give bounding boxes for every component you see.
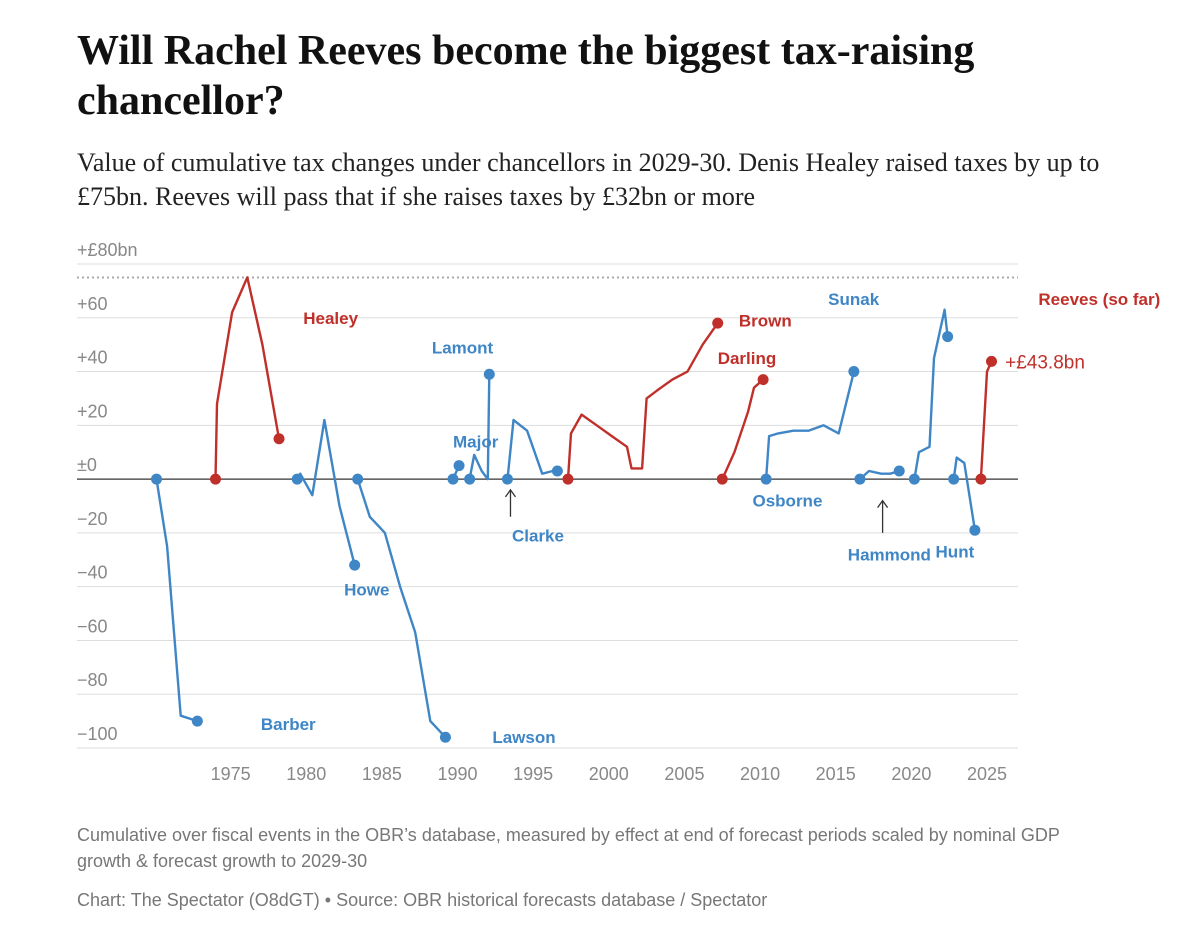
series-label: Hammond <box>848 545 931 564</box>
series-end-point <box>551 465 563 477</box>
series-line <box>214 276 281 480</box>
y-tick-label: +£80bn <box>77 240 138 260</box>
series-start-point <box>854 473 866 485</box>
series-label: Clarke <box>512 527 564 546</box>
line-chart: +£80bn +60 +40 +20 ±0 −20 −40 −60 −80 −100 1975 198… <box>77 240 1160 784</box>
series-line <box>952 456 977 531</box>
series-start-point <box>716 473 728 485</box>
series-end-point <box>712 317 724 329</box>
series-line <box>566 322 719 480</box>
series-start-point <box>447 473 459 485</box>
credit-chart: Chart: The Spectator (O8dGT) <box>77 890 320 910</box>
series-end-point <box>848 366 860 378</box>
annotation-arrowhead <box>504 488 517 498</box>
y-tick-label: ±0 <box>77 455 97 475</box>
series-end-point <box>439 731 451 743</box>
series-label: Lamont <box>432 338 494 357</box>
series-line <box>913 308 949 480</box>
credit-separator: • <box>319 890 337 910</box>
series-end-point <box>349 559 361 571</box>
series-line <box>979 360 993 480</box>
y-tick-label: +60 <box>77 294 108 314</box>
series-start-point <box>210 473 222 485</box>
series-label: Major <box>453 432 499 451</box>
series-start-point <box>948 473 960 485</box>
series-label: Healey <box>303 309 358 328</box>
y-tick-label: −100 <box>77 724 118 744</box>
chart-note: Cumulative over fiscal events in the OBR… <box>77 825 1060 871</box>
credit-source: Source: OBR historical forecasts databas… <box>336 890 768 910</box>
y-tick-label: +20 <box>77 401 108 421</box>
annotation-arrowhead <box>877 499 889 509</box>
x-tick-label: 1980 <box>286 764 326 784</box>
series-end-point <box>942 331 954 343</box>
series-start-point <box>908 473 920 485</box>
x-tick-label: 1995 <box>513 764 553 784</box>
series-label: Reeves (so far) <box>1038 290 1160 309</box>
series-label: Barber <box>261 715 316 734</box>
series-line <box>506 418 558 480</box>
series-label: Sunak <box>828 290 880 309</box>
x-tick-label: 2010 <box>740 764 780 784</box>
series-line <box>859 469 900 480</box>
series-end-point <box>273 433 285 445</box>
x-tick-label: 2015 <box>816 764 856 784</box>
series-line <box>356 478 447 739</box>
y-tick-label: −40 <box>77 563 108 583</box>
series-start-point <box>291 473 303 485</box>
x-tick-label: 1990 <box>438 764 478 784</box>
series-label: Brown <box>739 311 792 330</box>
series-line <box>296 418 356 566</box>
chart-title: Will Rachel Reeves become the biggest ta… <box>77 28 975 124</box>
series-start-point <box>501 473 513 485</box>
x-tick-label: 2020 <box>891 764 931 784</box>
x-tick-label: 2005 <box>664 764 704 784</box>
series-label: Darling <box>718 349 777 368</box>
value-annotation: +£43.8bn <box>1005 352 1085 373</box>
series-end-point <box>453 460 465 472</box>
series-end-point <box>893 465 905 477</box>
x-tick-label: 1975 <box>211 764 251 784</box>
y-tick-label: −80 <box>77 670 108 690</box>
series-start-point <box>352 473 364 485</box>
series-line <box>155 478 198 723</box>
series-label: Howe <box>344 580 389 599</box>
x-tick-label: 1985 <box>362 764 402 784</box>
series-start-point <box>760 473 772 485</box>
series-end-point <box>483 368 495 380</box>
series-line <box>721 378 764 480</box>
series-end-point <box>969 524 981 536</box>
x-tick-label: 2025 <box>967 764 1007 784</box>
series-end-point <box>191 715 203 727</box>
series-end-point <box>986 355 998 367</box>
series-label: Lawson <box>492 728 555 747</box>
series-start-point <box>464 473 476 485</box>
x-tick-label: 2000 <box>589 764 629 784</box>
series-end-point <box>757 374 769 386</box>
series-start-point <box>975 473 987 485</box>
series-label: Osborne <box>753 492 823 511</box>
chart-subtitle: Value of cumulative tax changes under ch… <box>77 148 1100 211</box>
series-start-point <box>151 473 163 485</box>
y-tick-label: −20 <box>77 509 108 529</box>
y-tick-label: −60 <box>77 616 108 636</box>
chart-credit: Chart: The Spectator (O8dGT) • Source: O… <box>77 887 1117 913</box>
series-line <box>764 371 856 480</box>
series-line <box>468 374 491 481</box>
series-label: Hunt <box>936 543 975 562</box>
series-start-point <box>562 473 574 485</box>
y-tick-label: +40 <box>77 348 108 368</box>
